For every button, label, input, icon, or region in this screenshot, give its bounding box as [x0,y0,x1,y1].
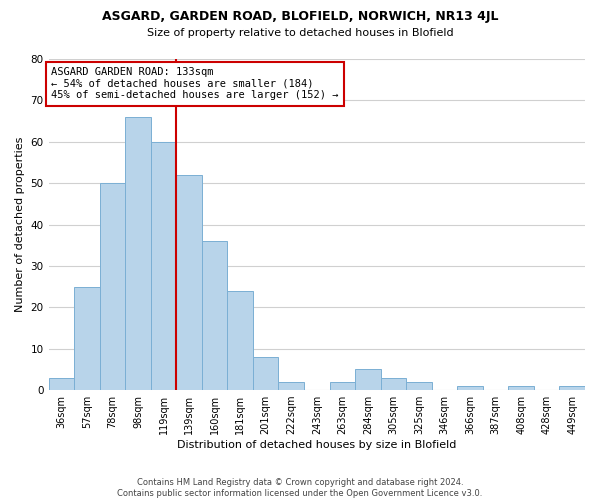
Text: ASGARD, GARDEN ROAD, BLOFIELD, NORWICH, NR13 4JL: ASGARD, GARDEN ROAD, BLOFIELD, NORWICH, … [102,10,498,23]
Bar [176,175,202,390]
Bar [406,382,432,390]
Y-axis label: Number of detached properties: Number of detached properties [15,137,25,312]
Bar [74,286,100,390]
Text: ASGARD GARDEN ROAD: 133sqm
← 54% of detached houses are smaller (184)
45% of sem: ASGARD GARDEN ROAD: 133sqm ← 54% of deta… [51,68,338,100]
Bar [49,378,74,390]
Bar [100,183,125,390]
Bar [380,378,406,390]
Bar [125,117,151,390]
Bar [227,291,253,390]
Bar [329,382,355,390]
Bar [508,386,534,390]
X-axis label: Distribution of detached houses by size in Blofield: Distribution of detached houses by size … [177,440,457,450]
Text: Contains HM Land Registry data © Crown copyright and database right 2024.
Contai: Contains HM Land Registry data © Crown c… [118,478,482,498]
Text: Size of property relative to detached houses in Blofield: Size of property relative to detached ho… [146,28,454,38]
Bar [559,386,585,390]
Bar [355,370,380,390]
Bar [278,382,304,390]
Bar [253,357,278,390]
Bar [202,241,227,390]
Bar [457,386,483,390]
Bar [151,142,176,390]
